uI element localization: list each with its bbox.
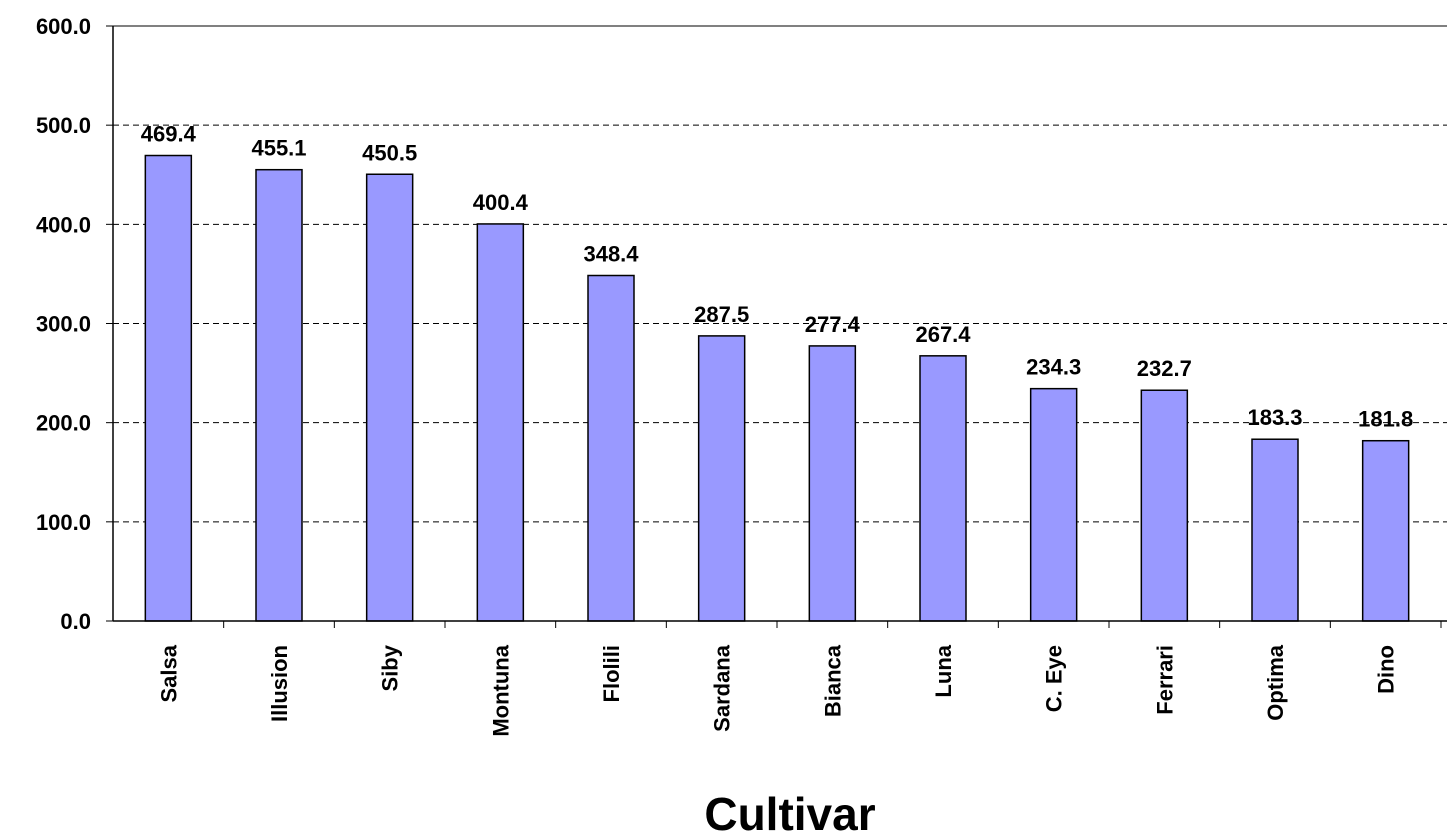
bar (1251, 438, 1299, 622)
bars (144, 154, 1410, 622)
y-tick-label: 100.0 (36, 510, 91, 535)
bar (144, 154, 193, 622)
bar (1361, 439, 1410, 622)
axes (106, 25, 1447, 628)
data-label: 400.4 (473, 190, 529, 215)
y-tick-label: 0.0 (60, 609, 91, 634)
x-axis-category-labels: Salsa Illusion Siby Montuna Flolili Sardana Bi… (156, 644, 1398, 736)
x-category-label: Luna (931, 644, 956, 697)
data-label: 234.3 (1026, 355, 1081, 380)
data-label: 181.8 (1358, 407, 1413, 432)
bar (255, 168, 303, 622)
data-label: 455.1 (251, 136, 306, 161)
y-tick-label: 500.0 (36, 113, 91, 138)
y-tick-label: 400.0 (36, 212, 91, 237)
bar (1140, 389, 1189, 622)
data-labels: 469.4 455.1 450.5 400.4 348.4 287.5 277.4 267.4… (141, 122, 1413, 432)
grid-lines (113, 25, 1447, 523)
x-category-label: Illusion (267, 645, 292, 722)
bar (587, 274, 635, 622)
bar (919, 355, 967, 622)
y-tick-label: 600.0 (36, 14, 91, 39)
bar (808, 345, 857, 622)
x-category-label: Montuna (488, 644, 513, 736)
data-label: 267.4 (915, 322, 971, 347)
x-category-label: Optima (1263, 644, 1288, 721)
x-category-label: Bianca (820, 644, 845, 717)
x-axis-title: Cultivar (704, 788, 875, 836)
bar (365, 173, 414, 622)
bar (1029, 387, 1078, 622)
bar (697, 335, 746, 622)
x-category-label: C. Eye (1042, 645, 1067, 712)
data-label: 469.4 (141, 122, 197, 147)
bar (476, 223, 525, 622)
x-category-label: Ferrari (1152, 645, 1177, 715)
data-label: 183.3 (1247, 405, 1302, 430)
data-label: 277.4 (805, 312, 861, 337)
y-axis-tick-labels: 0.0 100.0 200.0 300.0 400.0 500.0 600.0 (36, 14, 91, 634)
data-label: 287.5 (694, 302, 749, 327)
data-label: 348.4 (583, 242, 639, 267)
x-category-label: Salsa (156, 644, 181, 702)
data-label: 232.7 (1137, 356, 1192, 381)
y-tick-label: 200.0 (36, 411, 91, 436)
x-category-label: Flolili (599, 645, 624, 702)
y-tick-label: 300.0 (36, 312, 91, 337)
x-category-label: Dino (1374, 645, 1399, 694)
data-label: 450.5 (362, 140, 417, 165)
x-category-label: Sardana (710, 644, 735, 732)
x-category-label: Siby (378, 644, 403, 691)
